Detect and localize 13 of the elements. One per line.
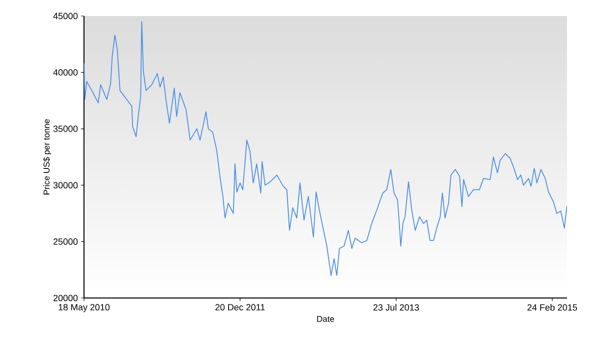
x-tick-label: 18 May 2010 (58, 304, 110, 312)
y-axis-title: Price US$ per tonne (43, 119, 52, 194)
x-tick-label: 20 Dec 2011 (215, 304, 265, 310)
y-tick-label: 25000 (54, 238, 78, 245)
y-tick-label: 30000 (53, 182, 78, 188)
y-tick-label: 40000 (53, 69, 78, 76)
x-tick-label: 23 Jul 2013 (373, 304, 419, 311)
y-tick-label: 20000 (54, 294, 78, 302)
y-tick-label: 45000 (53, 12, 78, 20)
x-axis-title: Date (317, 316, 334, 322)
x-tick-label: 24 Feb 2015 (528, 304, 578, 311)
line-series (84, 21, 568, 276)
y-tick-label: 35000 (53, 126, 78, 132)
